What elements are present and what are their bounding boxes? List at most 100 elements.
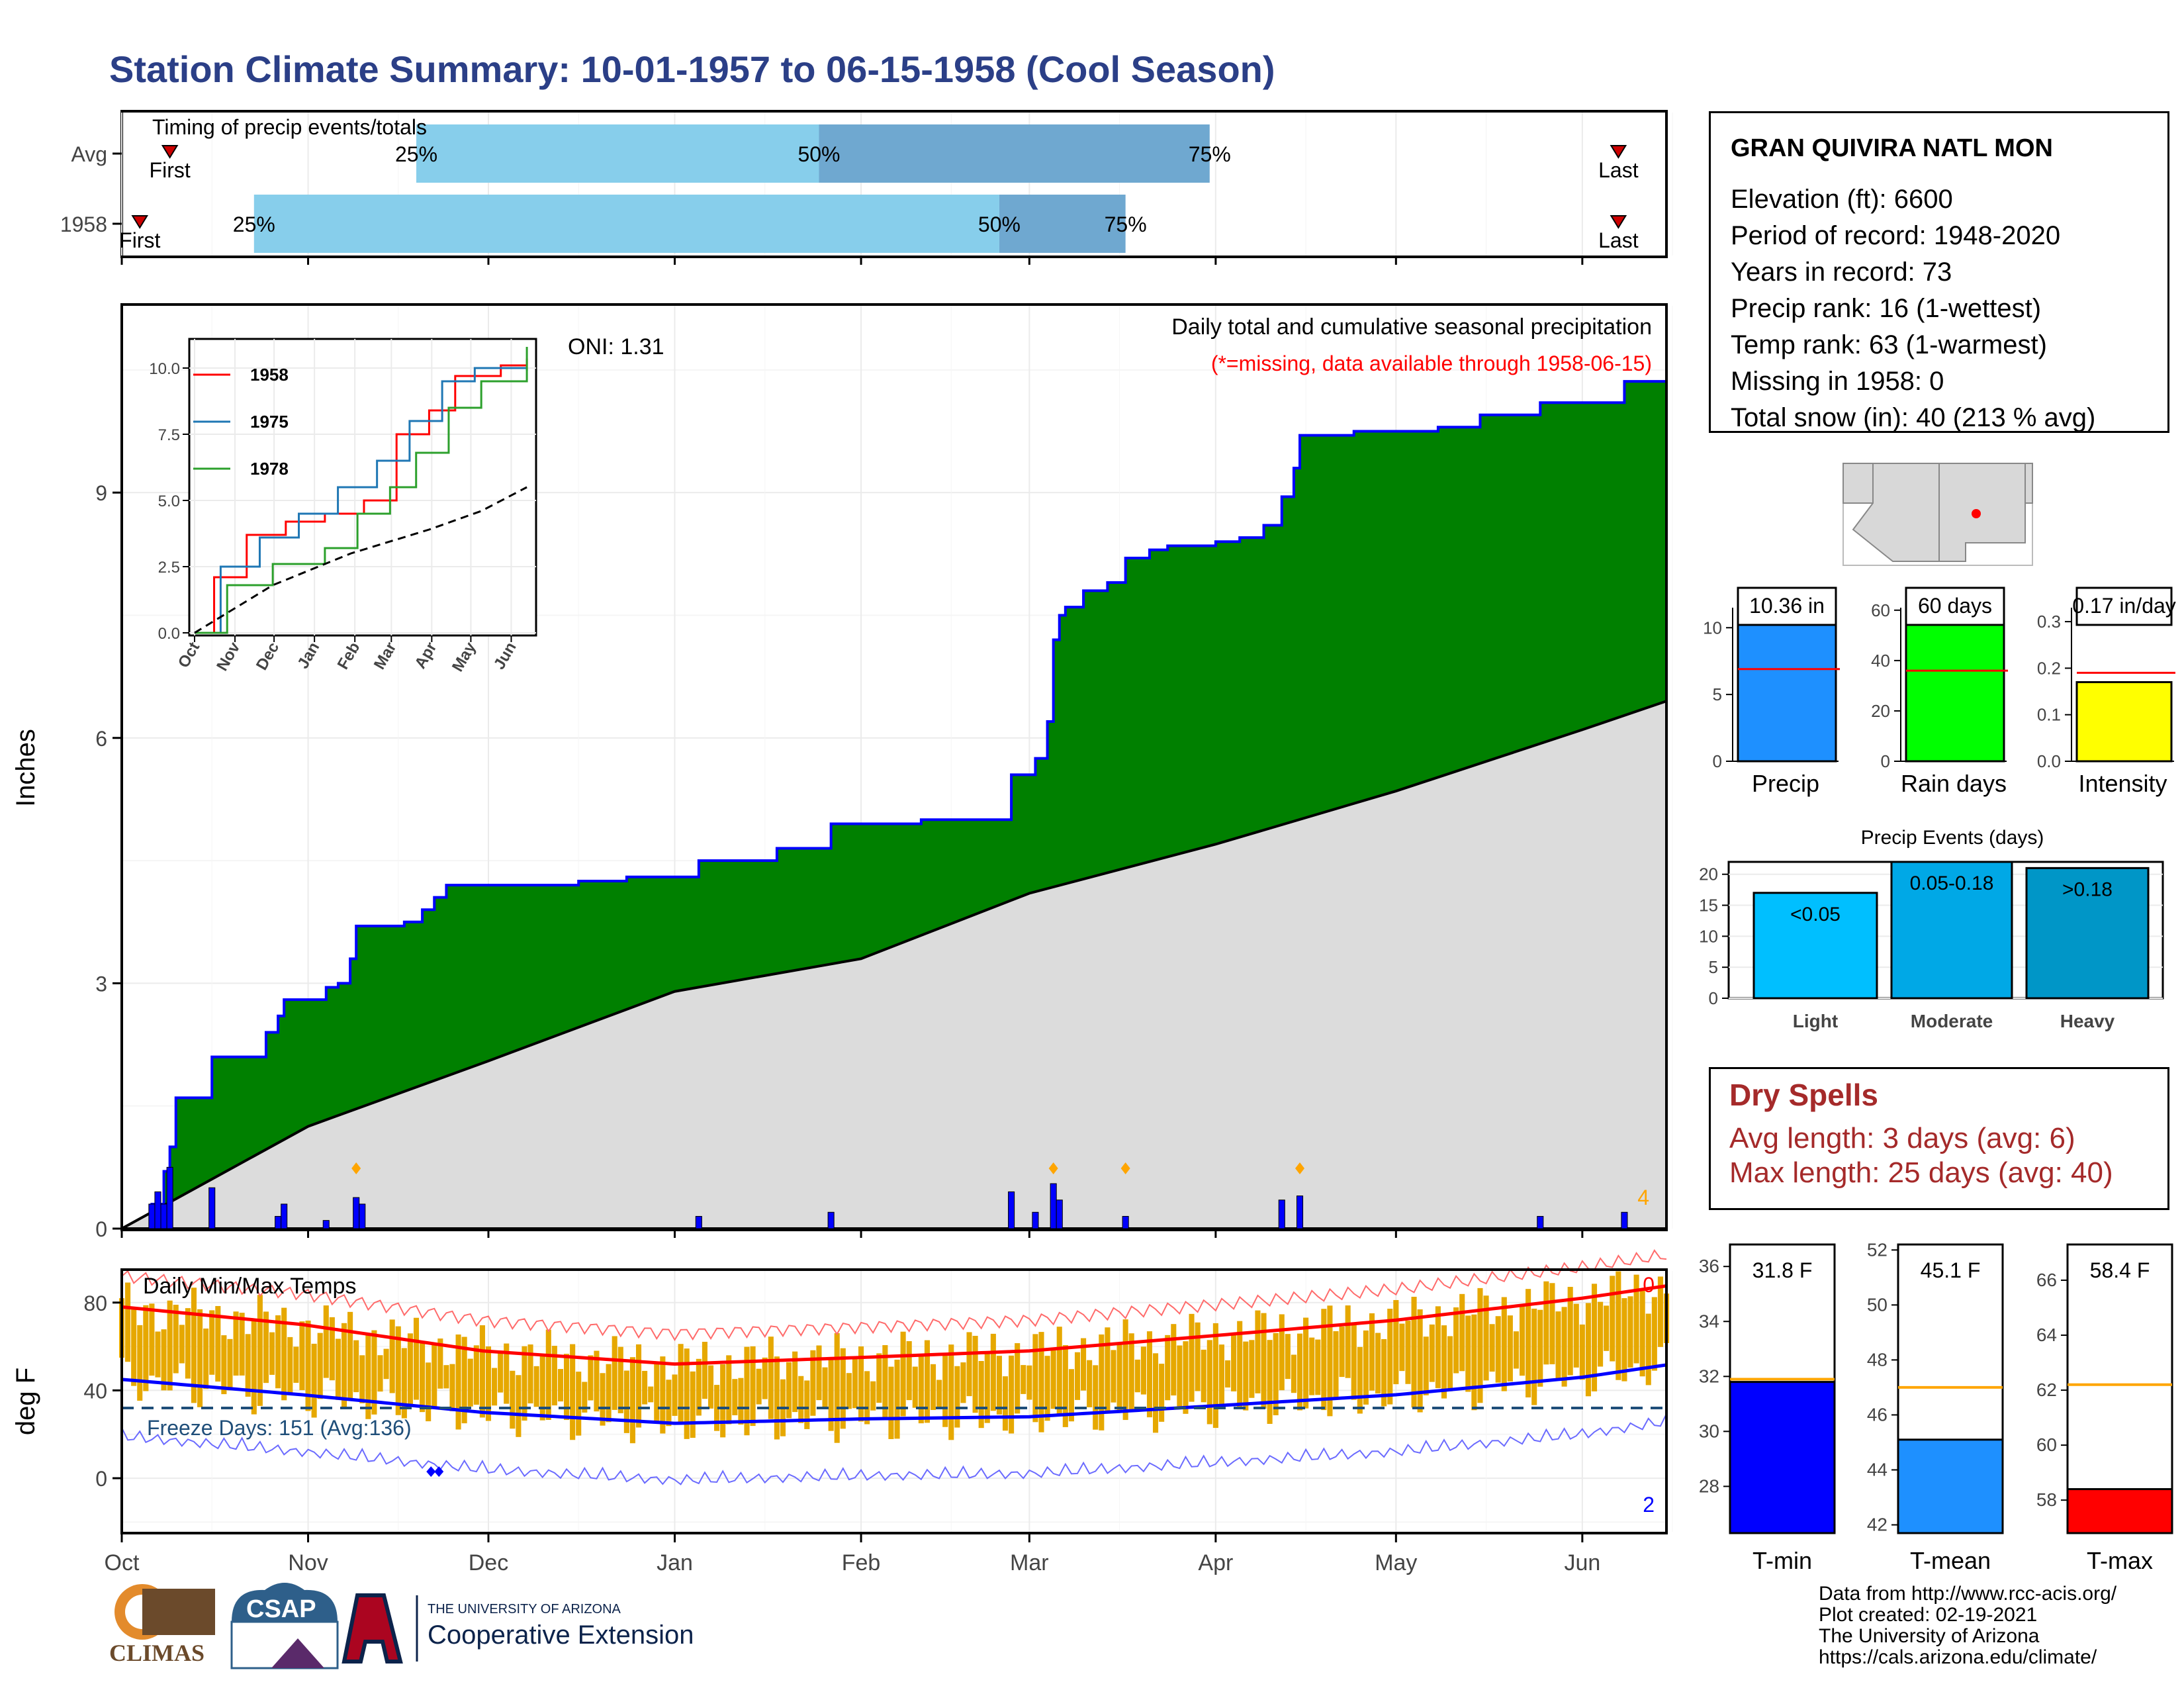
summary-bar [2075, 680, 2173, 763]
temp-ytick-label: 80 [83, 1291, 107, 1315]
daily-temp-bar [449, 1364, 455, 1411]
daily-temp-bar [1201, 1349, 1206, 1403]
daily-temp-bar [251, 1319, 257, 1415]
daily-temp-bar [137, 1325, 143, 1401]
daily-temp-bar [948, 1344, 954, 1440]
inset-legend-label: 1978 [250, 459, 289, 479]
daily-temp-bar [485, 1346, 492, 1421]
daily-temp-bar [1429, 1324, 1435, 1382]
daily-temp-bar [389, 1319, 395, 1393]
daily-temp-bar [1212, 1323, 1218, 1429]
daily-temp-bar [1513, 1331, 1519, 1369]
daily-temp-bar [1423, 1336, 1429, 1395]
daily-temp-bar [1279, 1314, 1285, 1391]
daily-temp-bar [371, 1330, 377, 1415]
daily-temp-bar [1604, 1305, 1610, 1351]
daily-precip-bar [695, 1215, 702, 1229]
temp-xtick-label: Feb [842, 1550, 881, 1575]
precip-ytick-label: 9 [95, 481, 107, 505]
daily-temp-bar [1134, 1359, 1140, 1393]
daily-temp-bar [1122, 1319, 1128, 1421]
daily-temp-bar [1297, 1333, 1303, 1411]
last-label: Last [1598, 228, 1639, 252]
snow-marker [351, 1162, 361, 1174]
temp-summary-ytick-label: 62 [2036, 1380, 2057, 1400]
daily-temp-bar [1074, 1352, 1081, 1400]
daily-temp-bar [564, 1354, 570, 1421]
daily-temp-bar [1375, 1333, 1381, 1394]
daily-temp-bar [209, 1310, 215, 1375]
daily-temp-bar [221, 1335, 227, 1395]
daily-temp-bar [479, 1325, 485, 1418]
record-low-marker [426, 1466, 444, 1477]
snow-marker [1048, 1162, 1058, 1174]
daily-temp-bar [557, 1369, 564, 1402]
daily-temp-bar [666, 1380, 672, 1427]
daily-temp-bar [185, 1308, 191, 1379]
timing-q25-label: 25% [395, 142, 437, 166]
temp-summary-category-label: T-mean [1910, 1547, 1991, 1574]
daily-temp-bar [1153, 1353, 1159, 1433]
ua-logo [341, 1593, 418, 1664]
daily-temp-bar [1567, 1287, 1573, 1376]
tmin-record-line [121, 1413, 1667, 1485]
daily-temp-bar [588, 1355, 594, 1401]
daily-temp-bar [533, 1366, 539, 1407]
last-marker [1610, 215, 1627, 229]
daily-temp-bar [443, 1365, 449, 1389]
events-title: Precip Events (days) [1861, 827, 2044, 849]
daily-temp-bar [984, 1351, 990, 1423]
daily-temp-bar [1087, 1360, 1093, 1407]
daily-temp-bar [1321, 1309, 1327, 1411]
daily-temp-bar [635, 1344, 642, 1428]
station-period: Period of record: 1948-2020 [1731, 221, 2061, 250]
missing-note: (*=missing, data available through 1958-… [1211, 352, 1652, 375]
inset-ytick-label: 7.5 [158, 426, 180, 444]
temp-summary-ytick-label: 60 [2036, 1434, 2057, 1455]
station-temp-rank: Temp rank: 63 (1-warmest) [1731, 330, 2047, 359]
daily-temp-bar [684, 1348, 690, 1439]
daily-temp-bar [1615, 1271, 1621, 1380]
daily-temp-bar [774, 1356, 780, 1440]
events-bar-label: 0.05-0.18 [1910, 872, 1994, 894]
dry-spells-title: Dry Spells [1729, 1078, 1878, 1112]
daily-temp-bar [299, 1321, 305, 1390]
daily-temp-bar [768, 1336, 774, 1419]
temp-count-top: 0 [1643, 1273, 1655, 1297]
daily-temp-bar [1009, 1355, 1015, 1434]
temp-summary-frame [2066, 1243, 2173, 1534]
summary-ytick-label: 0 [1713, 751, 1722, 771]
events-bar-label: <0.05 [1790, 904, 1841, 925]
precip-ytick-label: 0 [95, 1217, 107, 1241]
daily-temp-bar [1231, 1335, 1237, 1391]
daily-temp-bar [347, 1311, 353, 1400]
temp-summary-ytick-label: 50 [1867, 1294, 1888, 1315]
summary-value-label: 10.36 in [1749, 594, 1825, 618]
daily-temp-bar [1068, 1369, 1074, 1422]
summary-value-label: 60 days [1918, 594, 1992, 618]
daily-temp-bar [143, 1305, 149, 1391]
daily-temp-bar [1531, 1308, 1537, 1405]
daily-temp-bar [654, 1363, 660, 1421]
daily-temp-bar [287, 1336, 293, 1394]
temp-summary-ytick-label: 64 [2036, 1325, 2057, 1345]
timing-bar-q2 [819, 124, 1210, 183]
daily-temp-bar [912, 1366, 918, 1408]
temp-summary-ytick-label: 28 [1699, 1476, 1719, 1496]
daily-temp-bar [648, 1386, 654, 1403]
daily-temp-bar [1339, 1326, 1345, 1378]
daily-temp-bar [498, 1350, 504, 1393]
csap-text: CSAP [246, 1595, 316, 1623]
temp-xtick-label: Jan [657, 1550, 693, 1575]
daily-temp-bar [1081, 1338, 1087, 1391]
daily-temp-bar [1056, 1327, 1062, 1415]
daily-temp-bar [545, 1329, 551, 1421]
daily-temp-bar [1044, 1356, 1050, 1421]
temp-ylabel: deg F [11, 1368, 40, 1435]
daily-temp-bar [1315, 1339, 1321, 1395]
precip-panel: 0 3 6 9 Daily total and cumulative seasonal… [11, 303, 1673, 1241]
daily-temp-bar [1657, 1276, 1663, 1347]
daily-temp-bar [582, 1382, 588, 1413]
daily-temp-bar [576, 1372, 582, 1436]
daily-temp-bar [1465, 1315, 1471, 1392]
